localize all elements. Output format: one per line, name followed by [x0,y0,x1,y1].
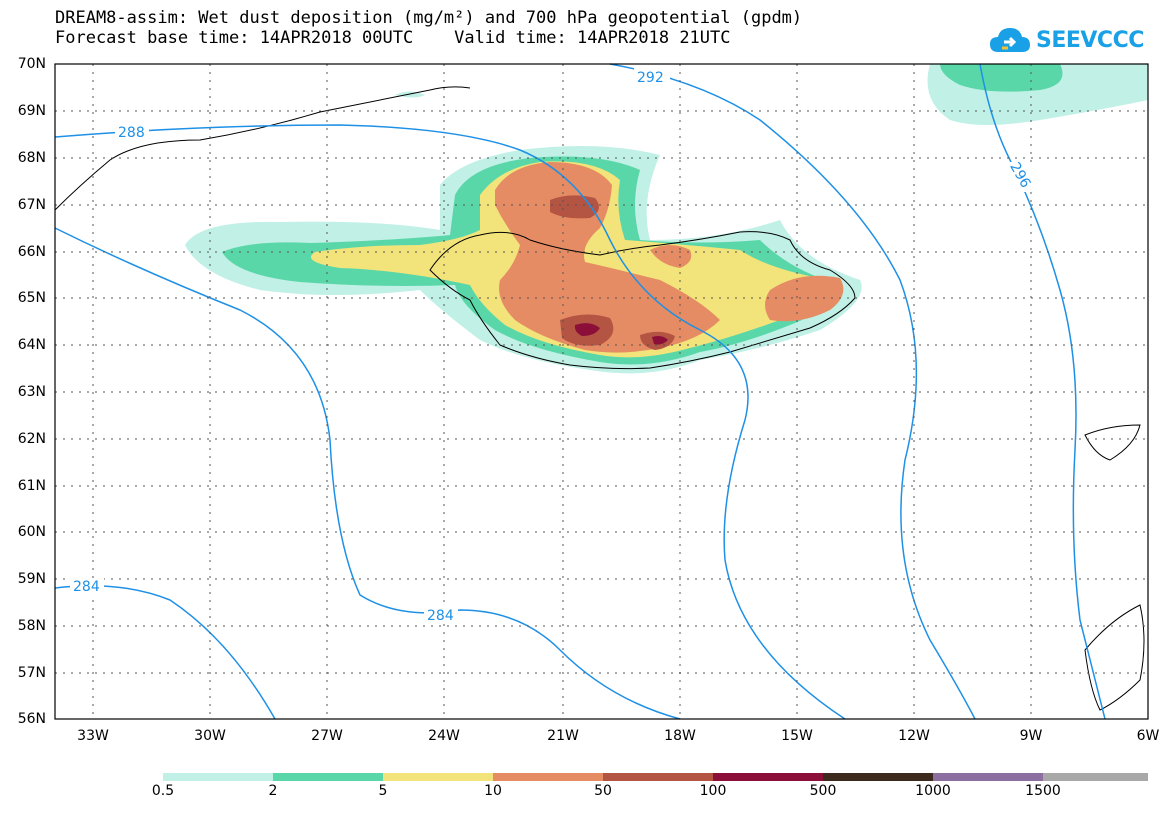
lon-label: 6W [1136,728,1160,744]
lat-label: 65N [17,290,46,306]
lon-label: 12W [898,728,930,744]
lat-label: 59N [17,571,46,587]
colorbar-label: 5 [378,783,388,799]
chart-title-line2: Forecast base time: 14APR2018 00UTC Vali… [55,28,731,48]
colorbar-label: 1000 [915,783,951,799]
contour-label-292: 292 [637,70,664,86]
coastlines [54,86,1145,711]
lon-label: 21W [547,728,579,744]
lon-label: 15W [781,728,813,744]
colorbar-label: 0.5 [151,783,175,799]
colorbar-label: 2 [268,783,278,799]
cloud-icon [990,28,1030,52]
lon-label: 18W [664,728,696,744]
colorbar-label: 100 [699,783,727,799]
lat-label: 68N [17,150,46,166]
lat-label: 70N [17,56,46,72]
colorbar-label: 500 [809,783,837,799]
colorbar-label: 50 [594,783,612,799]
lon-label: 24W [428,728,460,744]
contour-label-284-south: 284 [427,608,454,624]
lon-label: 9W [1019,728,1043,744]
colorbar-label: 1500 [1025,783,1061,799]
lat-label: 56N [17,711,46,727]
colorbar [163,773,1148,781]
lon-label: 27W [311,728,343,744]
lat-label: 60N [17,524,46,540]
lat-label: 62N [17,431,46,447]
logo-text: SEEVCCC [1036,27,1144,53]
contour-label-284-west: 284 [73,579,100,595]
colorbar-label: 10 [484,783,502,799]
lat-label: 64N [17,337,46,353]
lon-label: 33W [77,728,109,744]
lat-label: 58N [17,618,46,634]
lon-label: 30W [194,728,226,744]
map-frame [54,63,1149,720]
lat-label: 57N [17,665,46,681]
lat-label: 67N [17,197,46,213]
plot-area [54,63,1149,720]
seevccc-logo: SEEVCCC [988,22,1148,58]
lat-label: 61N [17,478,46,494]
contour-label-288: 288 [118,125,145,141]
chart-title-line1: DREAM8-assim: Wet dust deposition (mg/m²… [55,8,803,28]
lat-label: 69N [17,103,46,119]
geopotential-contours [54,63,1106,720]
dust-deposition-field [185,64,1148,374]
contour-label-group: 288 292 296 284 284 [70,68,1036,624]
lat-label: 63N [17,384,46,400]
lat-label: 66N [17,244,46,260]
